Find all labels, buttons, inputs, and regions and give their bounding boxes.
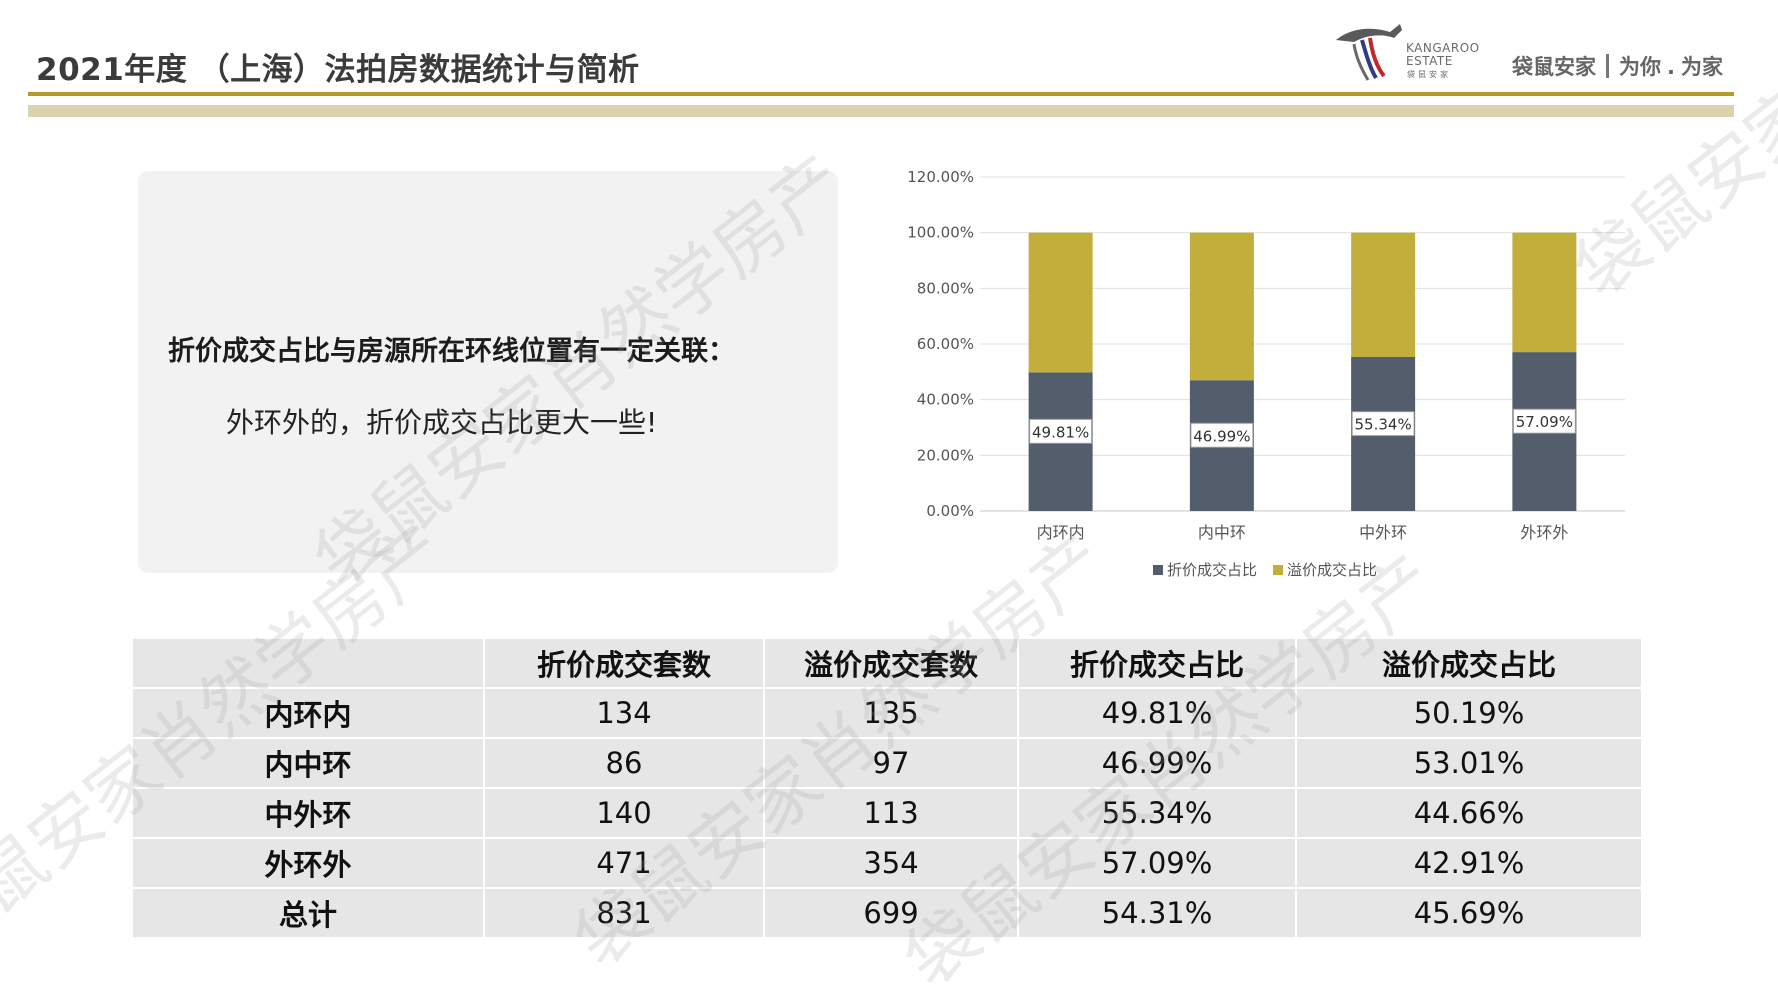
legend-label: 溢价成交占比 — [1287, 561, 1377, 579]
data-label-box — [1512, 408, 1576, 434]
table-header-cell: 溢价成交占比 — [1295, 637, 1643, 689]
table-row-label: 总计 — [131, 887, 485, 939]
note-heading: 折价成交占比与房源所在环线位置有一定关联： — [168, 336, 735, 367]
brand-name: 袋鼠安家 — [1512, 55, 1596, 79]
data-label: 49.81% — [1032, 423, 1089, 441]
data-label-box — [1029, 418, 1093, 444]
table-cell: 42.91% — [1295, 837, 1643, 889]
data-label-box — [1351, 411, 1415, 437]
table-cell: 46.99% — [1017, 737, 1297, 789]
data-label-box — [1190, 422, 1254, 448]
x-tick-label: 内中环 — [1198, 523, 1246, 542]
y-tick-label: 100.00% — [907, 224, 974, 242]
y-tick-label: 20.00% — [917, 446, 974, 464]
legend-swatch — [1153, 565, 1163, 575]
table-cell: 57.09% — [1017, 837, 1297, 889]
table-cell: 354 — [763, 837, 1019, 889]
table-row: 总计 831 699 54.31% 45.69% — [131, 887, 1643, 939]
slogan: 袋鼠安家 为你. 为家 — [1512, 51, 1723, 81]
table-header-row: 折价成交套数 溢价成交套数 折价成交占比 溢价成交占比 — [131, 637, 1643, 689]
header-rule-thick — [28, 105, 1734, 117]
legend-swatch — [1273, 565, 1283, 575]
x-tick-label: 中外环 — [1359, 523, 1407, 542]
table-header-cell: 折价成交套数 — [483, 637, 765, 689]
logo-cn-small: 袋鼠安家 — [1407, 70, 1451, 79]
table-row-label: 内环内 — [131, 687, 485, 739]
table-cell: 831 — [483, 887, 765, 939]
kangaroo-logo-icon — [1336, 24, 1402, 81]
slogan-part2: 为家 — [1680, 55, 1723, 79]
slogan-part1: 为你 — [1619, 55, 1661, 79]
x-tick-label: 外环外 — [1520, 523, 1568, 542]
logo-text: KANGAROO ESTATE — [1406, 42, 1480, 68]
table-cell: 55.34% — [1017, 787, 1297, 839]
bar-segment — [1189, 232, 1254, 381]
table-cell: 113 — [763, 787, 1019, 839]
table-row: 内环内 134 135 49.81% 50.19% — [131, 687, 1643, 739]
note-body: 外环外的，折价成交占比更大一些! — [226, 406, 658, 439]
data-table: 折价成交套数 溢价成交套数 折价成交占比 溢价成交占比 内环内 134 135 49.81%… — [131, 637, 1643, 939]
y-tick-label: 80.00% — [917, 279, 974, 297]
table-cell: 86 — [483, 737, 765, 789]
y-tick-label: 120.00% — [907, 168, 974, 186]
table-cell: 140 — [483, 787, 765, 839]
data-label: 55.34% — [1355, 416, 1412, 434]
table-header-cell: 溢价成交套数 — [763, 637, 1019, 689]
note-box: 折价成交占比与房源所在环线位置有一定关联： 外环外的，折价成交占比更大一些! — [138, 171, 838, 573]
table-header-cell: 折价成交占比 — [1017, 637, 1297, 689]
table-cell: 53.01% — [1295, 737, 1643, 789]
table-cell: 135 — [763, 687, 1019, 739]
header-rule-thin — [28, 92, 1734, 96]
data-label: 46.99% — [1193, 427, 1250, 445]
legend-label: 折价成交占比 — [1167, 561, 1257, 579]
table-row-label: 中外环 — [131, 787, 485, 839]
slogan-divider — [1606, 54, 1609, 78]
table-cell: 50.19% — [1295, 687, 1643, 739]
y-tick-label: 0.00% — [926, 502, 974, 520]
table-cell: 699 — [763, 887, 1019, 939]
table-cell: 49.81% — [1017, 687, 1297, 739]
table-header: 折价成交套数 溢价成交套数 折价成交占比 溢价成交占比 — [131, 637, 1643, 689]
logo-text-line1: KANGAROO — [1406, 41, 1480, 55]
table-row: 内中环 86 97 46.99% 53.01% — [131, 737, 1643, 789]
table-cell: 54.31% — [1017, 887, 1297, 939]
slogan-dot: . — [1667, 55, 1675, 79]
table-cell: 97 — [763, 737, 1019, 789]
bar-segment — [1512, 232, 1577, 353]
y-tick-label: 40.00% — [917, 391, 974, 409]
table-row-label: 内中环 — [131, 737, 485, 789]
logo-text-line2: ESTATE — [1406, 54, 1453, 68]
table-cell: 44.66% — [1295, 787, 1643, 839]
x-tick-label: 内环内 — [1037, 523, 1085, 542]
table-row: 外环外 471 354 57.09% 42.91% — [131, 837, 1643, 889]
table-cell: 45.69% — [1295, 887, 1643, 939]
bar-segment — [1028, 232, 1093, 373]
table-row-label: 外环外 — [131, 837, 485, 889]
bar-segment — [1351, 232, 1416, 357]
table-body: 内环内 134 135 49.81% 50.19% 内中环 86 97 46.99% 53.01%… — [131, 687, 1643, 939]
data-label: 57.09% — [1516, 413, 1573, 431]
page-title: 2021年度 （上海）法拍房数据统计与简析 — [36, 52, 640, 88]
y-tick-label: 60.00% — [917, 335, 974, 353]
table-row: 中外环 140 113 55.34% 44.66% — [131, 787, 1643, 839]
table-cell: 471 — [483, 837, 765, 889]
stacked-bar-chart: 0.00% 20.00% 40.00% 60.00% 80.00% 100.00% 120.… — [907, 168, 1625, 579]
table-header-cell — [131, 637, 485, 689]
table-cell: 134 — [483, 687, 765, 739]
